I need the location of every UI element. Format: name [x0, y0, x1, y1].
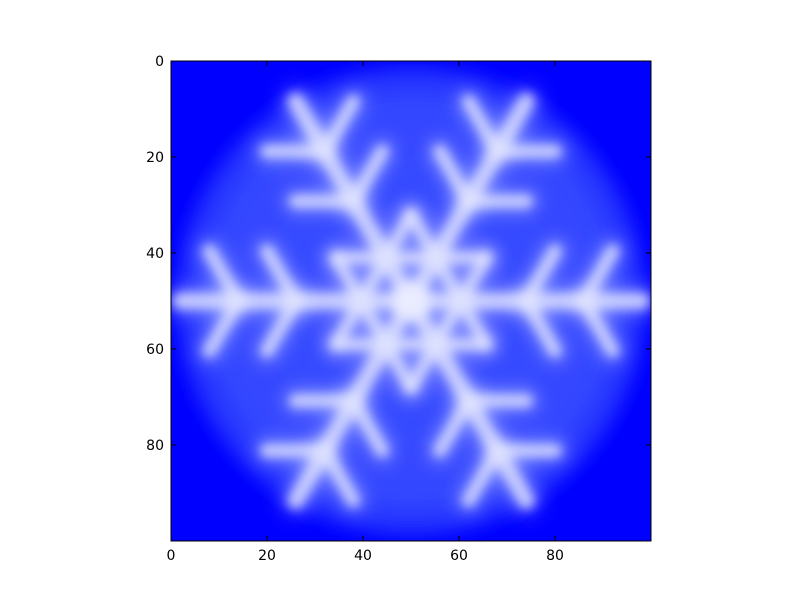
y-tick-label: 80: [146, 438, 164, 454]
snowflake-branch: [318, 94, 360, 158]
y-tick-label: 20: [146, 150, 164, 166]
y-tick-label: 0: [155, 54, 164, 70]
snowflake-hexagram-edge: [330, 208, 417, 351]
x-tick-label: 20: [258, 548, 276, 564]
snowflake-branch: [346, 394, 389, 458]
snowflake-branch: [202, 244, 245, 308]
snowflake-branch: [577, 294, 620, 358]
y-axis-ticks: 0 20 40 60 80: [146, 54, 651, 454]
snowflake-branch: [577, 244, 620, 308]
x-tick-label: 40: [354, 548, 372, 564]
plot-area: [171, 61, 651, 541]
snowflake-branch: [318, 444, 360, 508]
x-tick-label: 0: [167, 548, 176, 564]
snowflake-branch: [519, 294, 562, 358]
snowflake-branch: [202, 294, 245, 358]
snowflake-branch: [433, 394, 476, 458]
x-tick-label: 60: [450, 548, 468, 564]
snowflake-branch: [346, 144, 389, 208]
snowflake-branch: [462, 94, 504, 158]
snowflake-branch: [260, 294, 303, 358]
snowflake-branch: [433, 144, 476, 208]
snowflake-shape: [172, 93, 650, 509]
snowflake-hexagram-edge: [330, 251, 417, 394]
snowflake-branch: [260, 244, 303, 308]
snowflake-core: [391, 281, 431, 321]
y-tick-label: 60: [146, 342, 164, 358]
x-tick-label: 80: [546, 548, 564, 564]
snowflake-hexagram-edge: [405, 208, 492, 351]
snowflake-hexagram-edge: [405, 251, 492, 394]
y-tick-label: 40: [146, 246, 164, 262]
snowflake-branch: [519, 244, 562, 308]
snowflake-branch: [462, 444, 504, 508]
axes-frame: [170, 60, 652, 542]
x-axis-ticks: 0 20 40 60 80: [167, 61, 564, 564]
